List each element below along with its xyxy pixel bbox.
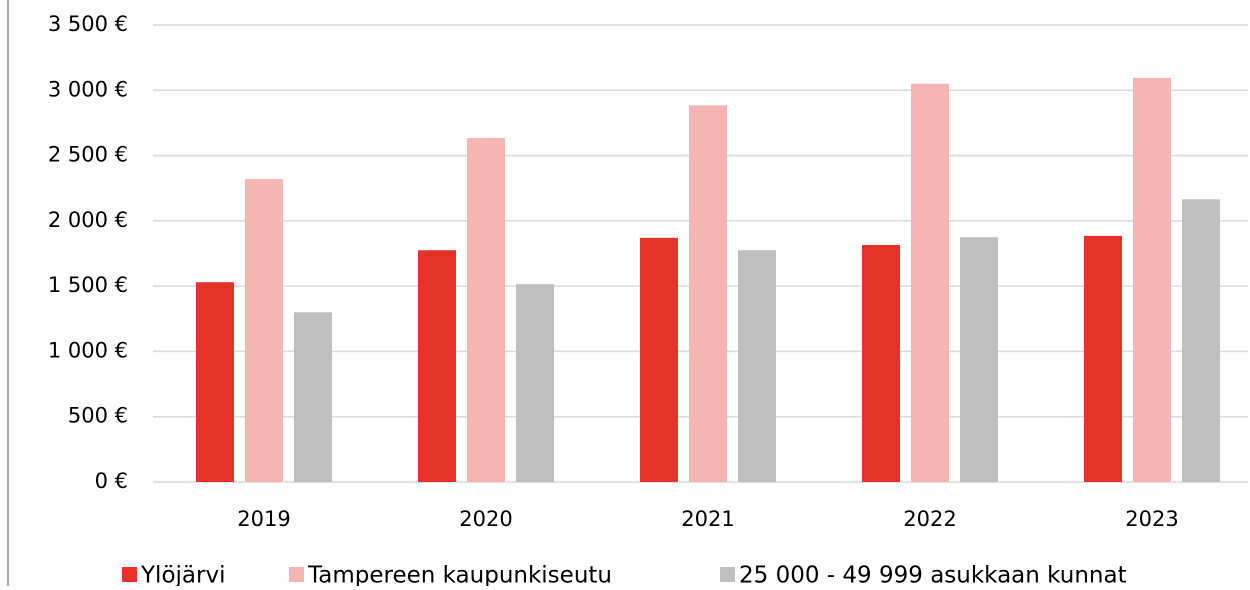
bar bbox=[960, 237, 998, 482]
x-tick-label: 2023 bbox=[1125, 507, 1178, 531]
bar bbox=[640, 237, 678, 482]
bar bbox=[738, 250, 776, 482]
legend-label: 25 000 - 49 999 asukkaan kunnat bbox=[739, 563, 1127, 587]
y-tick-label: 1 000 € bbox=[48, 338, 128, 362]
y-tick-label: 1 500 € bbox=[48, 273, 128, 297]
y-tick-label: 2 500 € bbox=[48, 143, 128, 167]
bar bbox=[196, 282, 234, 482]
x-tick-label: 2020 bbox=[459, 507, 512, 531]
x-tick-label: 2019 bbox=[237, 507, 290, 531]
bar bbox=[294, 312, 332, 482]
legend-swatch bbox=[720, 567, 735, 582]
bar bbox=[1084, 235, 1122, 482]
bar bbox=[1182, 199, 1220, 482]
y-tick-label: 2 000 € bbox=[48, 208, 128, 232]
legend-label: Ylöjärvi bbox=[140, 563, 225, 587]
legend-swatch bbox=[122, 567, 137, 582]
bar bbox=[467, 137, 505, 483]
bar bbox=[689, 105, 727, 483]
y-tick-label: 3 000 € bbox=[48, 77, 128, 101]
y-tick-label: 0 € bbox=[95, 469, 128, 493]
bar bbox=[245, 179, 283, 482]
bar bbox=[1133, 77, 1171, 482]
legend-swatch bbox=[289, 567, 304, 582]
bar bbox=[911, 83, 949, 482]
x-tick-label: 2021 bbox=[681, 507, 734, 531]
bar bbox=[516, 284, 554, 482]
bar bbox=[418, 250, 456, 482]
y-tick-label: 500 € bbox=[68, 404, 128, 428]
legend-label: Tampereen kaupunkiseutu bbox=[307, 563, 612, 587]
y-tick-label: 3 500 € bbox=[48, 12, 128, 36]
x-tick-label: 2022 bbox=[903, 507, 956, 531]
bar bbox=[862, 245, 900, 482]
